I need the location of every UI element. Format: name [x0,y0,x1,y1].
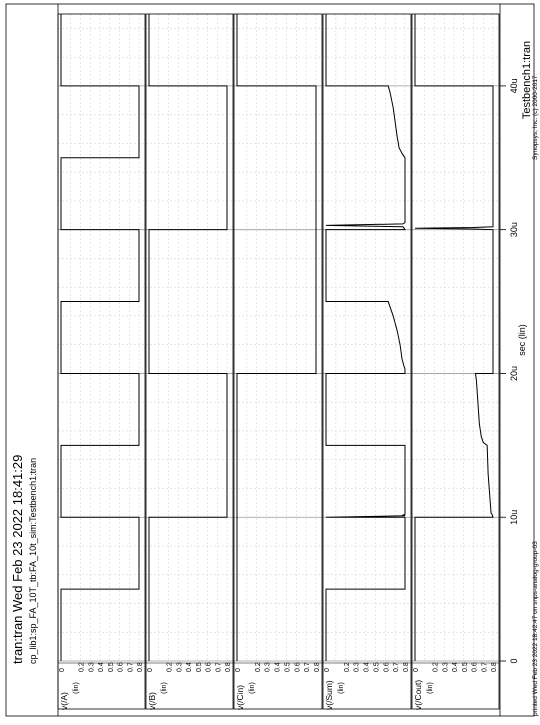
value-tick-label: 0.3 [88,662,95,672]
value-tick-label: 0.5 [462,662,469,672]
value-tick-label: 0.3 [176,662,183,672]
page-border [5,3,535,717]
value-tick-label: 0.6 [383,662,390,672]
value-tick-label: 0.2 [255,662,262,672]
value-tick-label: 0 [235,668,242,672]
value-tick-label: 0.5 [196,662,203,672]
value-tick-label: 0.8 [403,662,410,672]
value-tick-label: 0.2 [167,662,174,672]
printed-footer: printed Wed Feb 23 2022 18:42:47 on snps… [532,541,539,716]
value-tick-label: 0.4 [275,662,282,672]
trace-va [60,14,140,661]
value-tick-label: 0.5 [108,662,115,672]
value-tick-label: 0.3 [442,662,449,672]
time-tick-label: 0 [509,658,519,663]
testbench-label: Testbench1:tran [521,41,533,119]
value-tick-label: 0.4 [98,662,105,672]
value-tick-label: 0.7 [393,662,400,672]
time-tick-label: 20u [509,366,519,381]
value-tick-label: 0.8 [314,662,321,672]
value-tick-label: 0 [147,668,154,672]
value-tick-label: 0.2 [344,662,351,672]
value-tick-label: 0.8 [225,662,232,672]
value-tick-label: 0.6 [472,662,479,672]
page-subtitle: cp_lib1:sp_FA_10T_tb:FA_10t_sim:Testbenc… [28,458,38,664]
value-tick-label: 0.8 [137,662,144,672]
time-tick-label: 40u [509,78,519,93]
panel-unit: (lin) [73,682,80,694]
panel-frame [233,13,323,710]
time-tick-label: 10u [509,510,519,525]
value-tick-label: 0.6 [118,662,125,672]
trace-vsum [325,14,406,661]
panel-label: v(/Sum) [324,680,334,710]
panel-unit: (lin) [249,682,256,694]
value-tick-label: 0.6 [206,662,213,672]
value-tick-label: 0.5 [284,662,291,672]
value-tick-label: 0.4 [186,662,193,672]
panel-unit: (lin) [427,682,434,694]
page-title: tran:tran Wed Feb 23 2022 18:41:29 [10,455,25,664]
value-tick-label: 0.7 [127,662,134,672]
value-tick-label: 0.7 [215,662,222,672]
time-tick-label: 30u [509,222,519,237]
panel-label: v(/Cout) [413,680,423,710]
panel-label: v(/B) [147,692,157,710]
panel-label: v(/A) [59,692,69,710]
value-tick-label: 0.4 [452,662,459,672]
value-tick-label: 0.2 [79,662,86,672]
panel-frame [145,13,234,710]
panel-unit: (lin) [161,682,168,694]
value-tick-label: 0 [59,668,66,672]
value-tick-label: 0.3 [265,662,272,672]
panel-frame [322,13,412,710]
panel-label: v(/Cin) [235,685,245,710]
panel-unit: (lin) [338,682,345,694]
value-tick-label: 0 [324,668,331,672]
value-tick-label: 0.7 [304,662,311,672]
value-tick-label: 0.3 [354,662,361,672]
trace-vb [148,14,228,661]
panel-frame [411,13,500,710]
value-tick-label: 0.2 [433,662,440,672]
value-tick-label: 0.7 [481,662,488,672]
value-tick-label: 0 [413,668,420,672]
trace-vcin [236,14,317,661]
panel-frame [57,13,146,710]
value-tick-label: 0.4 [364,662,371,672]
value-tick-label: 0.8 [491,662,498,672]
time-axis-label: sec (lin) [517,324,527,356]
value-tick-label: 0.5 [373,662,380,672]
value-tick-label: 0.6 [294,662,301,672]
copyright-footer: Synopsys, Inc. (c) 2000-2017 [532,75,539,160]
trace-vcout [414,14,494,661]
